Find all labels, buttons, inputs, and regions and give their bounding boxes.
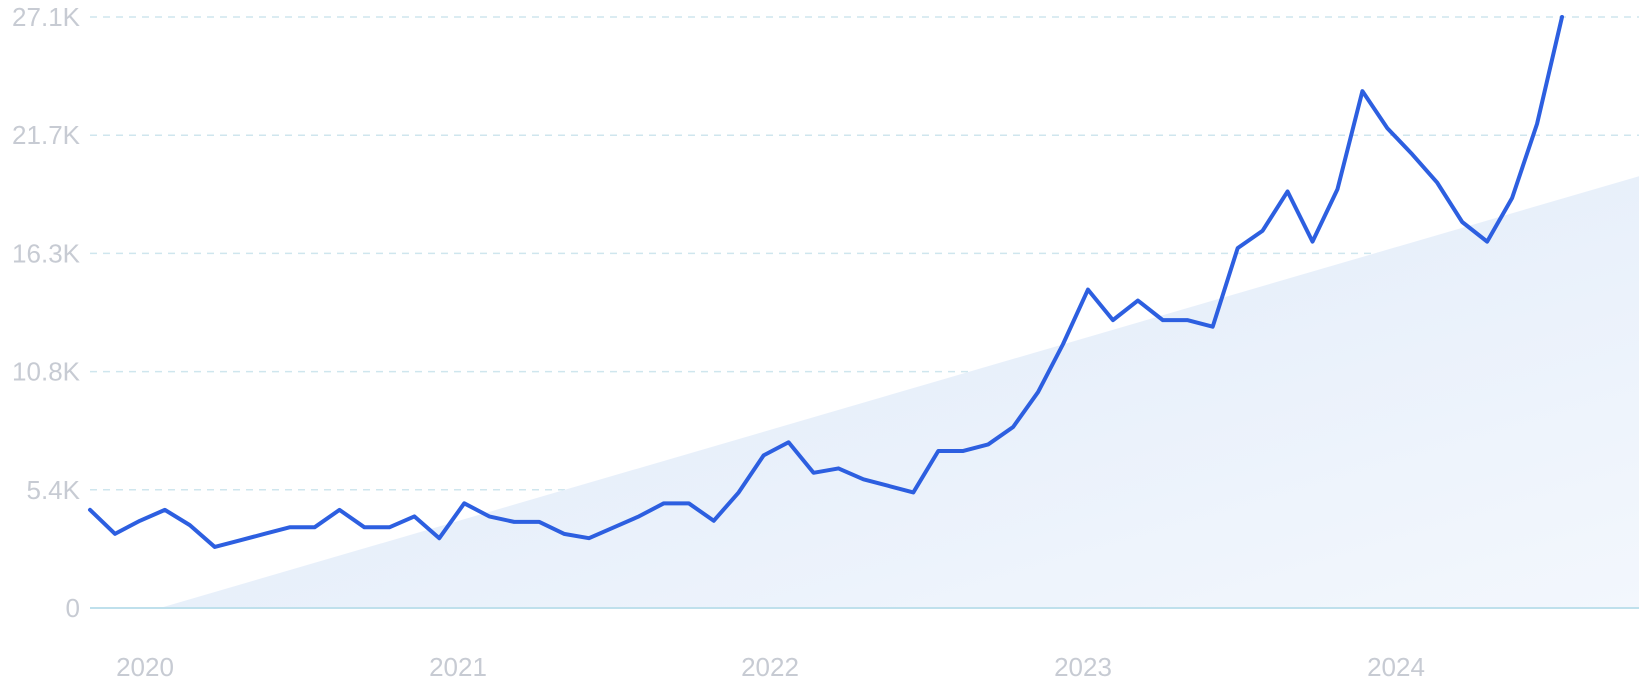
y-tick-label: 0 bbox=[66, 593, 80, 623]
y-axis-tick-labels: 0 5.4K 10.8K 16.3K 21.7K 27.1K bbox=[12, 2, 81, 623]
x-tick-label: 2023 bbox=[1054, 652, 1112, 682]
y-tick-label: 5.4K bbox=[27, 475, 81, 505]
y-tick-label: 27.1K bbox=[12, 2, 81, 32]
series-line bbox=[88, 15, 1564, 549]
x-axis-tick-labels: 2020 2021 2022 2023 2024 bbox=[116, 652, 1425, 682]
x-tick-label: 2022 bbox=[741, 652, 799, 682]
trend-area-shape bbox=[160, 176, 1639, 608]
y-tick-label: 16.3K bbox=[12, 238, 81, 268]
y-tick-label: 21.7K bbox=[12, 120, 81, 150]
x-tick-label: 2021 bbox=[429, 652, 487, 682]
series-line-layer bbox=[88, 15, 1564, 549]
y-tick-label: 10.8K bbox=[12, 357, 81, 387]
trend-area bbox=[160, 176, 1639, 608]
x-tick-label: 2024 bbox=[1367, 652, 1425, 682]
x-tick-label: 2020 bbox=[116, 652, 174, 682]
